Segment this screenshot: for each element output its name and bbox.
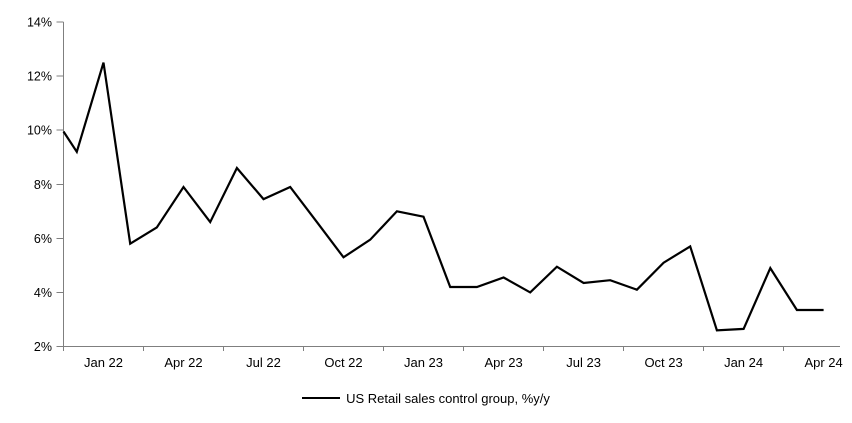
x-axis-tick-label: Jan 24 — [724, 355, 763, 370]
legend-line-sample — [302, 397, 341, 399]
y-axis-tick-label: 6% — [34, 232, 52, 246]
y-axis-tick-label: 4% — [34, 286, 52, 300]
y-axis-tick-label: 14% — [27, 16, 52, 30]
data-line — [62, 62, 824, 332]
x-axis-tick-label: Jul 22 — [246, 355, 281, 370]
y-axis-tick-label: 10% — [27, 124, 52, 138]
y-axis-tick-label: 8% — [34, 178, 52, 192]
x-axis-tick-label: Jan 23 — [404, 355, 443, 370]
y-axis-tick-label: 12% — [27, 70, 52, 84]
x-axis-tick-label: Jul 23 — [566, 355, 601, 370]
x-axis-tick-label: Apr 22 — [164, 355, 202, 370]
legend-label: US Retail sales control group, %y/y — [346, 390, 550, 406]
x-axis-tick-label: Oct 23 — [644, 355, 682, 370]
x-axis-tick-label: Apr 24 — [804, 355, 842, 370]
x-axis-tick-label: Oct 22 — [324, 355, 362, 370]
legend: US Retail sales control group, %y/y — [0, 389, 852, 407]
x-axis-tick-label: Apr 23 — [484, 355, 522, 370]
x-axis-tick-label: Jan 22 — [84, 355, 123, 370]
y-axis-tick-label: 2% — [34, 340, 52, 354]
